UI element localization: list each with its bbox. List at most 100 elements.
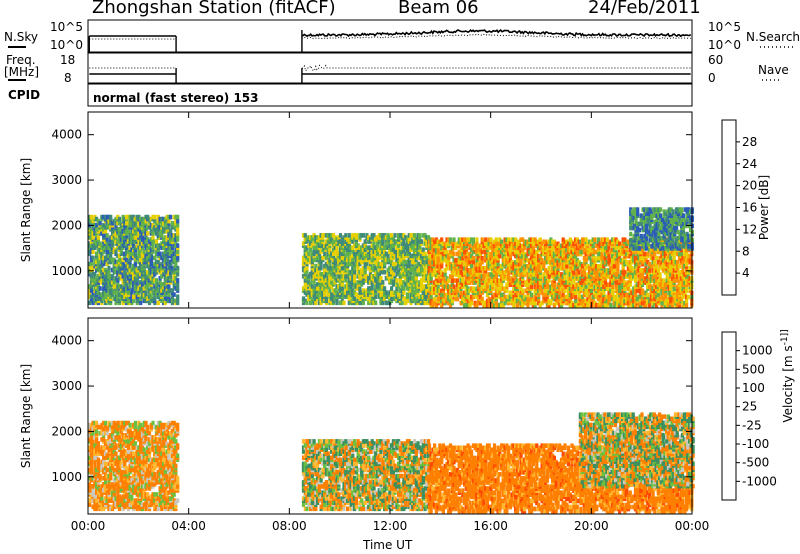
power-cell-2 [614,300,618,306]
power-cell-2 [433,286,437,291]
power-cell-0 [109,214,113,220]
power-cell-1 [338,247,343,252]
power-cell-0 [147,300,152,306]
power-cell-1 [309,247,313,252]
power-cell-2 [529,237,534,242]
power-cell-2 [526,247,530,253]
power-cell-2 [575,282,579,287]
power-cell-2 [517,284,521,289]
power-cell-1 [372,290,376,295]
power-cell-1 [326,259,330,265]
power-cell-2 [427,249,431,255]
power-cell-2 [581,278,585,283]
power-cell-1 [395,294,399,299]
power-cell-0 [123,263,127,269]
power-cell-2 [452,257,456,263]
power-cell-1 [305,251,309,257]
power-cell-2 [431,259,435,265]
power-cell-2 [463,302,467,308]
power-cell-2 [655,264,659,269]
power-cell-1 [404,276,408,281]
power-cell-2 [498,249,502,255]
power-cell-0 [100,292,104,297]
power-cell-1 [411,288,415,293]
power-cell-0 [149,247,153,252]
power-cell-2 [528,237,532,242]
power-cell-0 [135,243,139,248]
power-cell-2 [528,298,532,304]
power-cell-2 [475,268,479,273]
power-cell-1 [330,276,334,281]
power-cell-2 [623,280,627,285]
power-cell-1 [411,253,415,259]
power-cell-2 [529,243,534,249]
power-cell-2 [538,237,542,242]
power-cell-2 [588,284,592,289]
power-cell-2 [582,298,586,304]
power-cell-1 [312,280,316,285]
power-cell-2 [466,268,470,273]
power-cell-2 [512,251,516,257]
power-cell-0 [112,278,116,283]
power-cell-1 [317,243,321,248]
power-cell-2 [596,302,601,308]
power-cell-1 [354,284,358,289]
power-cell-1 [312,276,316,281]
power-cell-2 [655,255,659,261]
power-cell-2 [477,261,481,267]
power-cell-0 [144,239,148,244]
power-cell-0 [123,251,127,257]
power-cell-2 [455,241,460,247]
power-cell-2 [445,266,449,271]
power-cell-2 [619,245,623,251]
power-cell-1 [374,284,378,289]
power-cell-0 [117,216,122,222]
power-cell-1 [425,235,429,240]
power-cell-1 [407,247,411,252]
power-cell-2 [633,284,638,289]
power-cell-2 [649,247,653,253]
power-cell-2 [433,268,437,273]
power-cell-1 [335,249,339,255]
power-cell-1 [386,233,390,238]
power-cell-1 [409,276,413,281]
power-cell-1 [407,239,411,244]
power-cell-2 [605,298,609,304]
power-cell-2 [429,237,433,242]
power-cell-2 [614,241,618,247]
power-cell-2 [545,247,549,253]
power-cell-2 [440,245,444,251]
power-cell-0 [102,227,106,232]
power-cell-0 [110,257,115,263]
power-cell-1 [423,251,427,257]
power-cell-2 [611,237,615,242]
power-cell-0 [116,296,120,301]
power-cell-0 [117,257,122,263]
power-cell-1 [358,253,362,259]
power-cell-2 [441,292,445,298]
power-cell-1 [328,253,332,259]
power-cell-2 [450,249,454,255]
power-cell-0 [153,290,157,295]
power-cell-0 [137,265,141,271]
power-cell-2 [531,264,535,269]
power-cell-2 [558,243,562,249]
power-cell-1 [398,263,402,269]
power-cell-0 [109,235,113,240]
power-cell-2 [503,259,507,265]
power-cell-0 [149,222,153,228]
power-cell-0 [158,292,162,297]
power-cell-2 [480,255,484,261]
power-cell-0 [96,288,100,293]
power-cell-2 [603,302,608,308]
power-cell-1 [342,241,346,246]
power-cell-1 [328,233,332,238]
power-cell-0 [172,233,176,238]
power-cell-1 [390,233,394,238]
power-cell-2 [602,241,606,247]
power-cell-2 [494,247,498,253]
power-cell-2 [434,237,438,242]
power-cell-0 [172,265,176,271]
power-cell-0 [116,253,120,259]
power-cell-1 [349,276,353,281]
